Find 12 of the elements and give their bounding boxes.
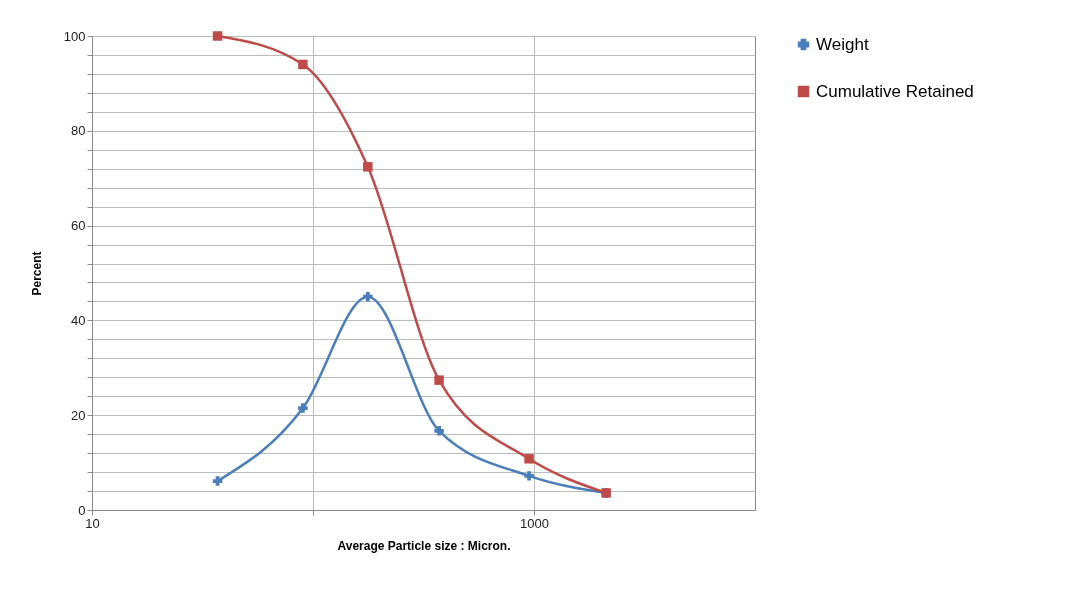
- y-tick-label: 20: [71, 407, 86, 423]
- x-tick-label: 10: [85, 515, 100, 531]
- legend-label: Cumulative Retained: [816, 81, 974, 101]
- y-tick-label: 40: [71, 312, 86, 328]
- legend-label: Weight: [816, 34, 869, 54]
- y-axis-title: Percent: [29, 251, 44, 296]
- y-tick-label: 60: [71, 218, 86, 234]
- y-tick-label: 100: [63, 28, 86, 44]
- x-axis-title: Average Particle size : Micron.: [337, 538, 511, 553]
- y-tick-label: 80: [71, 123, 86, 139]
- y-tick-label: 0: [78, 502, 86, 518]
- x-tick-label: 1000: [520, 515, 549, 531]
